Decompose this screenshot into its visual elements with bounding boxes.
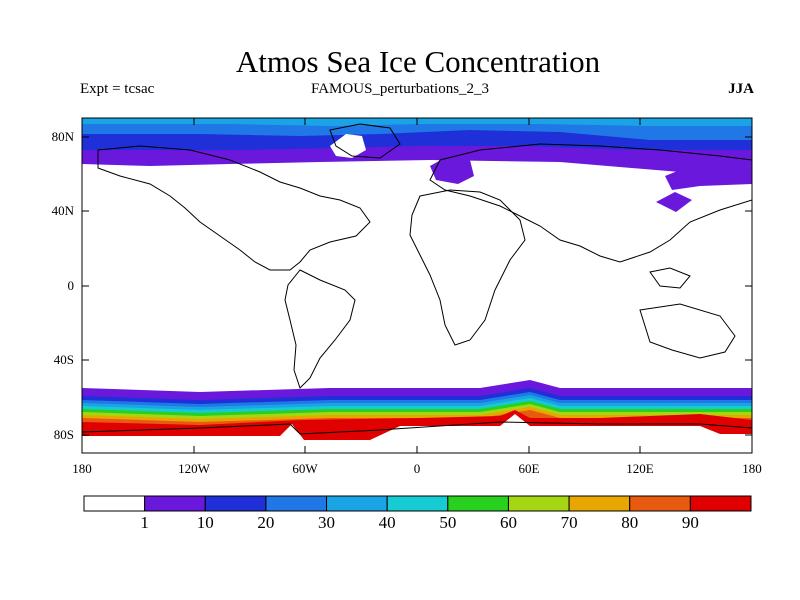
lon-tick-label: 120E — [626, 461, 654, 476]
lon-tick-label: 60W — [292, 461, 318, 476]
colorbar-label: 80 — [621, 513, 638, 532]
lat-tick-label: 80S — [54, 427, 74, 442]
colorbar-label: 70 — [561, 513, 578, 532]
hudson-open-water — [330, 134, 366, 158]
lon-tick-marks — [81, 118, 753, 453]
baltic-ice — [430, 156, 474, 184]
experiment-label: Expt = tcsac — [80, 81, 155, 97]
colorbar-swatch — [326, 495, 388, 512]
pole-gap — [82, 414, 752, 453]
lon-tick-label: 180 — [72, 461, 92, 476]
okhotsk-ice — [665, 166, 752, 190]
lon-tick-label: 180 — [742, 461, 762, 476]
colorbar-label: 90 — [682, 513, 699, 532]
lon-tick-label: 0 — [414, 461, 421, 476]
lat-tick-label: 80N — [52, 129, 75, 144]
colorbar-swatch — [568, 495, 631, 512]
dataset-label: FAMOUS_perturbations_2_3 — [311, 81, 490, 97]
colorbar-swatch — [83, 495, 146, 512]
lat-tick-label: 40N — [52, 203, 75, 218]
colorbar-swatch — [629, 495, 691, 512]
chart-title: Atmos Sea Ice Concentration — [235, 44, 601, 79]
colorbar-swatch — [144, 495, 206, 512]
lat-tick-marks — [82, 136, 752, 436]
lat-tick-label: 40S — [54, 352, 74, 367]
japan-sea-ice — [656, 192, 692, 212]
lon-tick-labels: 180 120W 60W 0 60E 120E 180 — [72, 461, 762, 476]
colorbar-label: 60 — [500, 513, 517, 532]
colorbar-label: 30 — [318, 513, 335, 532]
lat-tick-label: 0 — [68, 278, 75, 293]
colorbar-label: 1 — [140, 513, 149, 532]
colorbar — [83, 495, 752, 512]
lat-tick-labels: 80N 40N 0 40S 80S — [52, 129, 75, 442]
colorbar-swatch — [689, 495, 752, 512]
colorbar-label: 10 — [197, 513, 214, 532]
season-label: JJA — [728, 81, 754, 97]
colorbar-label: 20 — [257, 513, 274, 532]
colorbar-swatch — [447, 495, 509, 512]
colorbar-label: 40 — [379, 513, 396, 532]
map-field — [82, 118, 752, 453]
colorbar-label: 50 — [439, 513, 456, 532]
colorbar-swatch — [507, 495, 570, 512]
lon-tick-label: 60E — [519, 461, 540, 476]
colorbar-labels: 1 10 20 30 40 50 60 70 80 90 — [140, 513, 698, 532]
colorbar-swatch — [204, 495, 267, 512]
colorbar-swatch — [265, 495, 328, 512]
coastlines — [82, 123, 752, 435]
colorbar-swatch — [386, 495, 449, 512]
lon-tick-label: 120W — [178, 461, 211, 476]
